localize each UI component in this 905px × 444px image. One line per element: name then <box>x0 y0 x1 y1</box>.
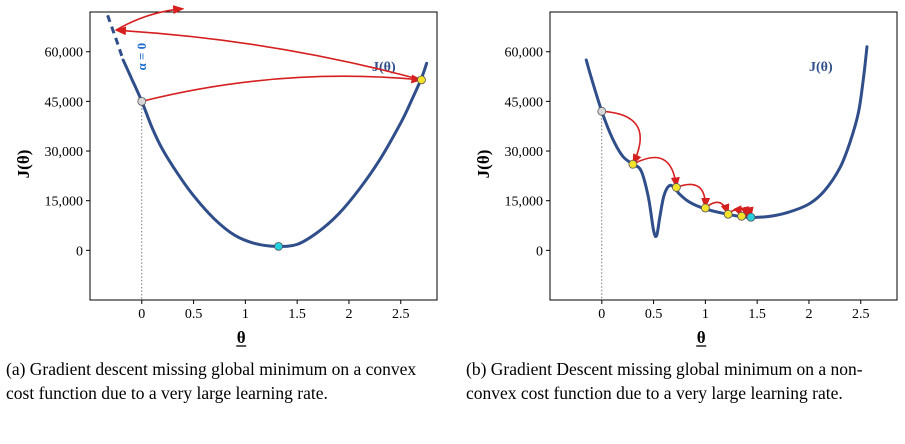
x-tick-label: 0.5 <box>185 307 203 322</box>
caption-a: (a) Gradient descent missing global mini… <box>6 359 417 403</box>
x-tick-label: 2 <box>345 307 352 322</box>
point-step3 <box>700 203 710 213</box>
jump-arrow <box>676 183 711 210</box>
y-tick-label: 30,000 <box>45 145 84 160</box>
jump-arrow <box>601 110 642 166</box>
x-tick-label: 0 <box>598 307 605 322</box>
point-step2 <box>671 183 681 192</box>
x-tick-label: 2 <box>805 307 812 322</box>
x-tick-label: 0.5 <box>645 307 663 322</box>
point-step5 <box>737 211 747 221</box>
y-tick-label: 45,000 <box>45 95 84 110</box>
y-tick-label: 60,000 <box>45 46 84 61</box>
cost-curve <box>584 45 869 239</box>
plot-frame <box>549 11 898 301</box>
y-tick-label: 45,000 <box>505 95 544 110</box>
y-tick-label: 0 <box>536 244 543 259</box>
x-tick-label: 1.5 <box>288 307 306 322</box>
curve-extrapolation <box>106 14 125 61</box>
chart-b: 0 0.5 1 1.5 2 2.5 0 15,000 30,000 45,000 60,000 θ J(… <box>474 11 898 347</box>
jump-arrow <box>141 74 423 103</box>
x-tick-label: 2.5 <box>392 307 410 322</box>
jump-arrow <box>115 5 185 31</box>
jump-arrow <box>114 26 422 81</box>
x-tick-label: 0 <box>138 307 145 322</box>
point-minimum <box>274 241 283 251</box>
caption-b: (b) Gradient Descent missing global mini… <box>466 359 863 403</box>
curve-label: J(θ) <box>809 60 833 75</box>
x-tick-label: 2.5 <box>852 307 870 322</box>
x-axis-label: θ <box>697 328 706 347</box>
jump-arrow <box>632 156 680 189</box>
y-tick-label: 30,000 <box>505 145 544 160</box>
x-tick-label: 1 <box>702 307 709 322</box>
point-step <box>417 75 426 85</box>
cost-curve <box>121 58 429 248</box>
x-tick-label: 1 <box>242 307 249 322</box>
y-tick-label: 60,000 <box>505 46 544 61</box>
point-start <box>137 96 147 106</box>
y-tick-label: 0 <box>76 244 83 259</box>
y-tick-label: 15,000 <box>505 195 544 210</box>
y-axis-label: J(θ) <box>474 150 493 179</box>
x-tick-label: 1.5 <box>748 307 766 322</box>
point-step4 <box>723 209 733 219</box>
x-axis-label: θ <box>237 328 246 347</box>
y-tick-label: 15,000 <box>45 195 84 210</box>
alpha-annotation: α = 0 <box>134 43 149 71</box>
point-step1 <box>628 159 638 169</box>
point-end <box>746 212 756 222</box>
chart-a: 0 0.5 1 1.5 2 2.5 0 15,000 30,000 45,000 60,000 θ J(… <box>14 5 438 347</box>
point-start <box>597 106 607 116</box>
y-axis-label: J(θ) <box>14 150 33 179</box>
plot-frame <box>89 11 438 301</box>
